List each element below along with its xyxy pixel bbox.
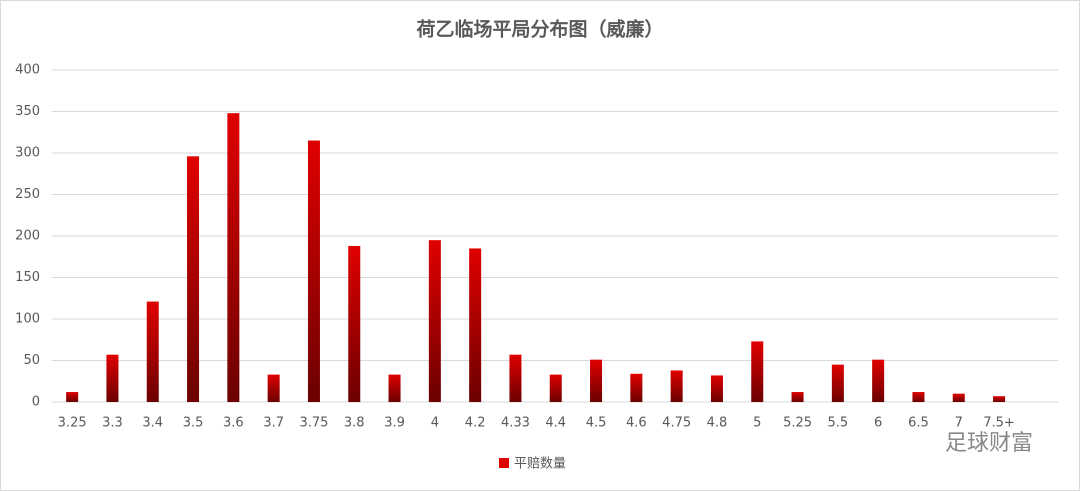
bar	[791, 392, 804, 402]
y-tick-label: 400	[15, 63, 40, 78]
bar	[348, 245, 361, 402]
x-tick-label: 3.6	[223, 416, 244, 431]
x-tick-label: 3.75	[299, 416, 328, 431]
x-tick-label: 3.7	[263, 416, 284, 431]
bar	[388, 374, 401, 402]
x-tick-label: 3.3	[102, 416, 123, 431]
bar	[912, 392, 925, 402]
y-tick-label: 0	[32, 395, 40, 410]
x-tick-label: 7	[955, 416, 963, 431]
bar	[831, 364, 844, 402]
x-tick-label: 3.25	[58, 416, 87, 431]
x-tick-label: 4.4	[545, 416, 566, 431]
bar	[106, 354, 119, 402]
x-tick-label: 4.33	[501, 416, 530, 431]
bar	[267, 374, 280, 402]
x-tick-label: 4.75	[662, 416, 691, 431]
y-tick-label: 350	[15, 104, 40, 119]
legend-swatch	[499, 458, 509, 468]
watermark: 足球财富	[945, 431, 1033, 456]
bar	[670, 370, 683, 402]
x-tick-label: 6	[874, 416, 882, 431]
y-tick-label: 200	[15, 229, 40, 244]
x-tick-label: 4.8	[707, 416, 728, 431]
x-tick-label: 5.25	[783, 416, 812, 431]
bar	[227, 113, 240, 402]
x-tick-label: 3.4	[142, 416, 163, 431]
bar	[549, 374, 562, 402]
bar	[590, 359, 603, 402]
x-tick-label: 4	[431, 416, 439, 431]
y-tick-label: 50	[23, 353, 40, 368]
bar	[872, 359, 885, 402]
y-tick-label: 300	[15, 146, 40, 161]
x-tick-label: 5	[753, 416, 761, 431]
bar	[710, 375, 723, 402]
chart-title: 荷乙临场平局分布图（威廉）	[416, 18, 663, 41]
x-tick-label: 4.6	[626, 416, 647, 431]
bar	[509, 354, 522, 402]
y-tick-label: 100	[15, 312, 40, 327]
bar	[630, 373, 643, 402]
legend-label: 平赔数量	[514, 457, 566, 472]
x-tick-label: 3.9	[384, 416, 405, 431]
x-tick-label: 6.5	[908, 416, 929, 431]
bar	[66, 392, 79, 402]
bar	[993, 396, 1006, 402]
x-tick-label: 7.5+	[983, 416, 1015, 431]
bar	[307, 140, 320, 403]
x-tick-label: 5.5	[828, 416, 849, 431]
bar	[187, 156, 200, 402]
x-tick-label: 4.5	[586, 416, 607, 431]
y-tick-label: 150	[15, 270, 40, 285]
x-tick-label: 4.2	[465, 416, 486, 431]
x-tick-label: 3.8	[344, 416, 365, 431]
bar	[428, 240, 441, 402]
bar	[751, 341, 764, 402]
y-tick-label: 250	[15, 187, 40, 202]
x-tick-label: 3.5	[183, 416, 204, 431]
bar	[952, 393, 965, 402]
bar	[469, 248, 482, 402]
bar	[146, 301, 159, 402]
